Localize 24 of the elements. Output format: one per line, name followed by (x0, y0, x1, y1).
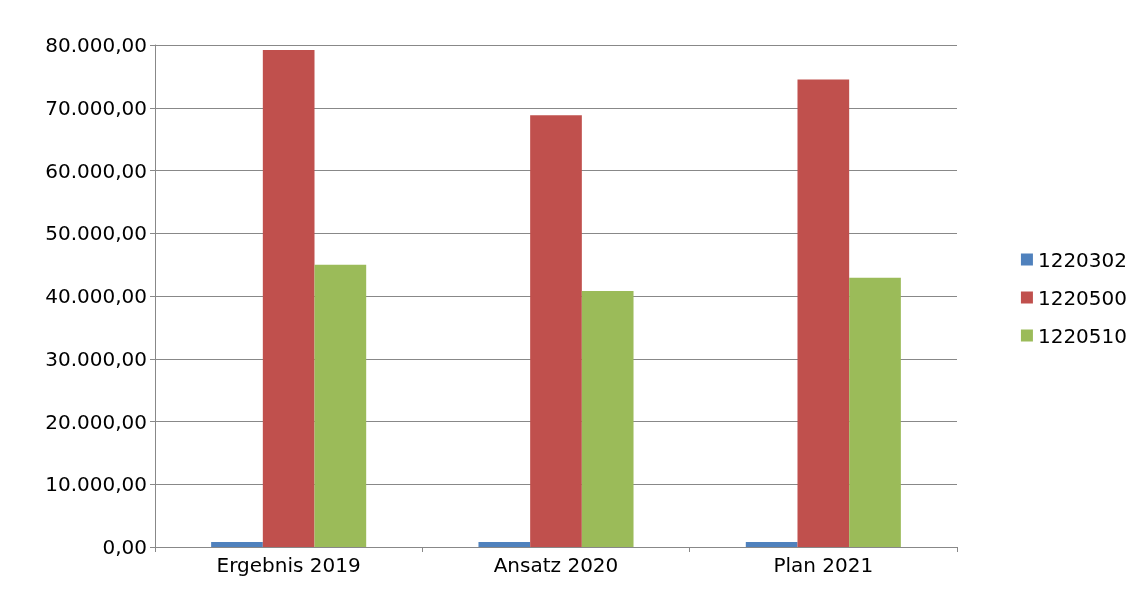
y-tick-label: 0,00 (102, 535, 147, 559)
y-tick-label: 40.000,00 (45, 284, 147, 308)
bar (849, 277, 901, 547)
x-tick-label: Ergebnis 2019 (216, 553, 361, 577)
bar (262, 50, 315, 547)
y-tick-label: 60.000,00 (45, 158, 147, 183)
bar (797, 79, 850, 547)
bar (211, 541, 263, 547)
legend-label: 1220302 (1037, 247, 1128, 272)
legend-label: 1220510 (1037, 323, 1128, 348)
y-tick-label: 50.000,00 (45, 221, 147, 246)
bar (581, 290, 634, 547)
x-tick-label: Ansatz 2020 (493, 553, 619, 577)
x-tick-label: Plan 2021 (773, 553, 874, 577)
y-tick-label: 20.000,00 (45, 409, 147, 434)
y-tick-label: 70.000,00 (45, 95, 147, 120)
y-tick-label: 30.000,00 (45, 346, 147, 371)
y-tick-label: 10.000,00 (45, 472, 147, 497)
bar (478, 541, 531, 547)
bar (530, 115, 582, 547)
bar (745, 541, 798, 547)
y-tick-label: 80.000,00 (45, 33, 147, 57)
bar (314, 264, 367, 547)
legend-label: 1220500 (1037, 285, 1128, 310)
